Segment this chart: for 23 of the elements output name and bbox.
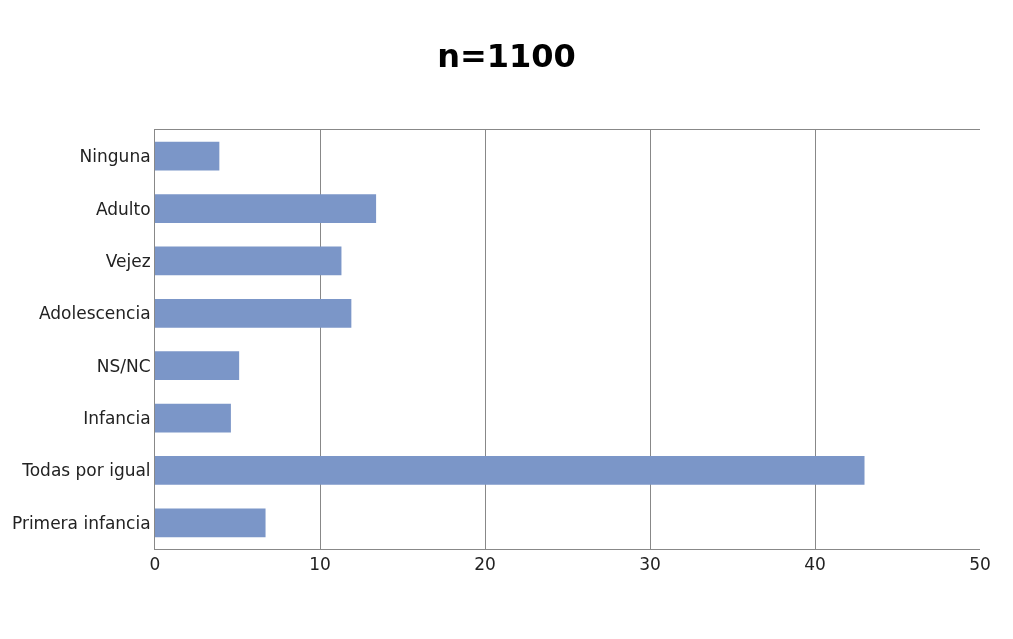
y-tick-label: Primera infancia [11, 512, 151, 533]
bar [155, 298, 352, 328]
x-tick-label: 30 [639, 554, 661, 575]
y-tick-label: Vejez [105, 250, 151, 271]
y-tick-label: NS/NC [96, 355, 151, 376]
y-tick-label: Ninguna [79, 146, 151, 167]
bar [155, 194, 377, 223]
x-tick-label: 40 [804, 554, 826, 575]
y-tick-label: Adolescencia [38, 303, 151, 324]
y-tick-label: Infancia [83, 408, 151, 429]
x-tick-label: 10 [309, 554, 331, 575]
bar [155, 351, 240, 381]
x-tick-label: 20 [474, 554, 496, 575]
chart-title: n=1100 [437, 37, 576, 76]
bar [155, 141, 220, 171]
bar [155, 403, 231, 433]
bar [155, 456, 865, 485]
bar [155, 508, 266, 538]
y-tick-label: Adulto [95, 198, 151, 219]
bar [155, 246, 342, 276]
y-tick-label: Todas por igual [21, 460, 151, 481]
x-tick-label: 50 [969, 554, 991, 575]
x-tick-label: 0 [149, 554, 161, 575]
